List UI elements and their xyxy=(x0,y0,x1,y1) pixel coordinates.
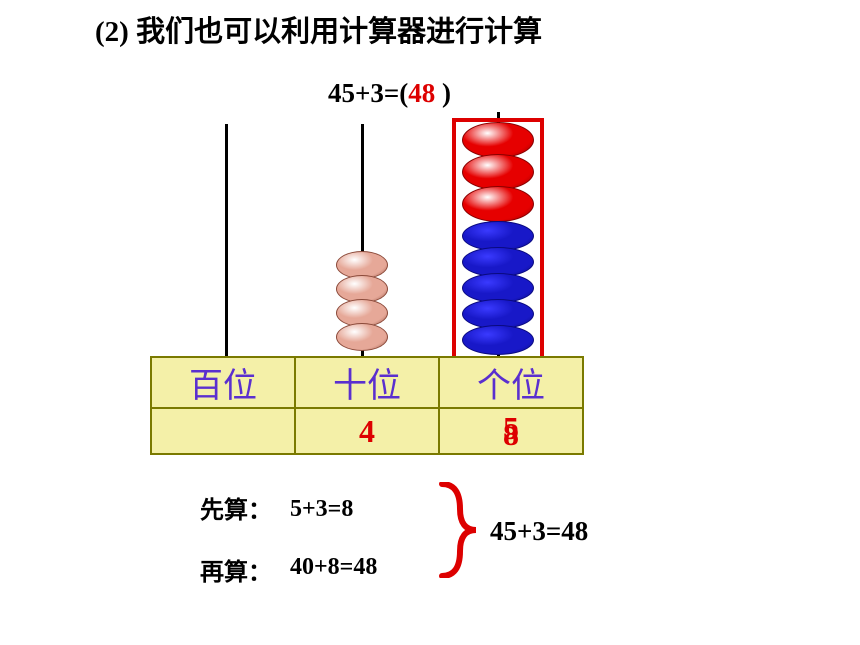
place-label-cell: 个位 xyxy=(439,357,583,408)
abacus-rod xyxy=(225,124,228,356)
step-first-equation: 5+3=8 xyxy=(290,496,353,523)
equation-prefix: 45+3=( xyxy=(328,78,408,108)
main-equation: 45+3=(48 ) xyxy=(328,78,451,109)
bead-tens xyxy=(336,323,388,351)
place-label-cell: 十位 xyxy=(295,357,439,408)
place-digit-row: 458 xyxy=(151,408,583,454)
place-value-table: 百位十位个位 458 xyxy=(150,356,584,455)
equation-answer: 48 xyxy=(408,78,435,108)
equation-suffix: ) xyxy=(435,78,451,108)
place-label-row: 百位十位个位 xyxy=(151,357,583,408)
step-second-equation: 40+8=48 xyxy=(290,554,377,581)
step-first-label: 先算： xyxy=(200,490,272,525)
place-digit-cell: 4 xyxy=(295,408,439,454)
stacked-digit: 8 xyxy=(440,412,582,456)
ones-column-highlight xyxy=(452,118,544,372)
step-result: 45+3=48 xyxy=(490,516,588,547)
place-label-cell: 百位 xyxy=(151,357,295,408)
place-digit-cell xyxy=(151,408,295,454)
brace-icon xyxy=(438,482,478,578)
step-second-label: 再算： xyxy=(200,552,272,587)
place-digit-cell: 58 xyxy=(439,408,583,454)
page-title: (2) 我们也可以利用计算器进行计算 xyxy=(95,8,542,50)
